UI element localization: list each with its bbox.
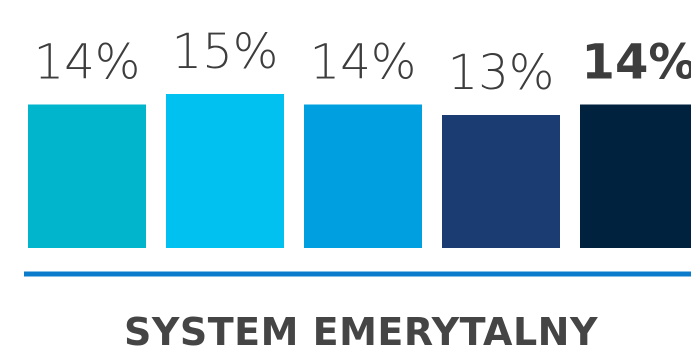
value-label-5: 14% bbox=[582, 35, 691, 91]
bar-5 bbox=[580, 104, 691, 248]
bar-3 bbox=[304, 104, 422, 248]
bar-2 bbox=[166, 94, 284, 248]
value-label-1: 14% bbox=[34, 35, 141, 91]
bar-1 bbox=[28, 104, 146, 248]
value-label-2: 15% bbox=[172, 24, 279, 80]
bar-4 bbox=[442, 115, 560, 248]
value-labels-group: 14% 15% 14% 13% 14% bbox=[34, 24, 691, 101]
bars-group bbox=[28, 94, 691, 248]
chart-title: SYSTEM EMERYTALNY bbox=[124, 310, 598, 351]
value-label-4: 13% bbox=[448, 45, 555, 101]
value-label-3: 14% bbox=[310, 35, 417, 91]
